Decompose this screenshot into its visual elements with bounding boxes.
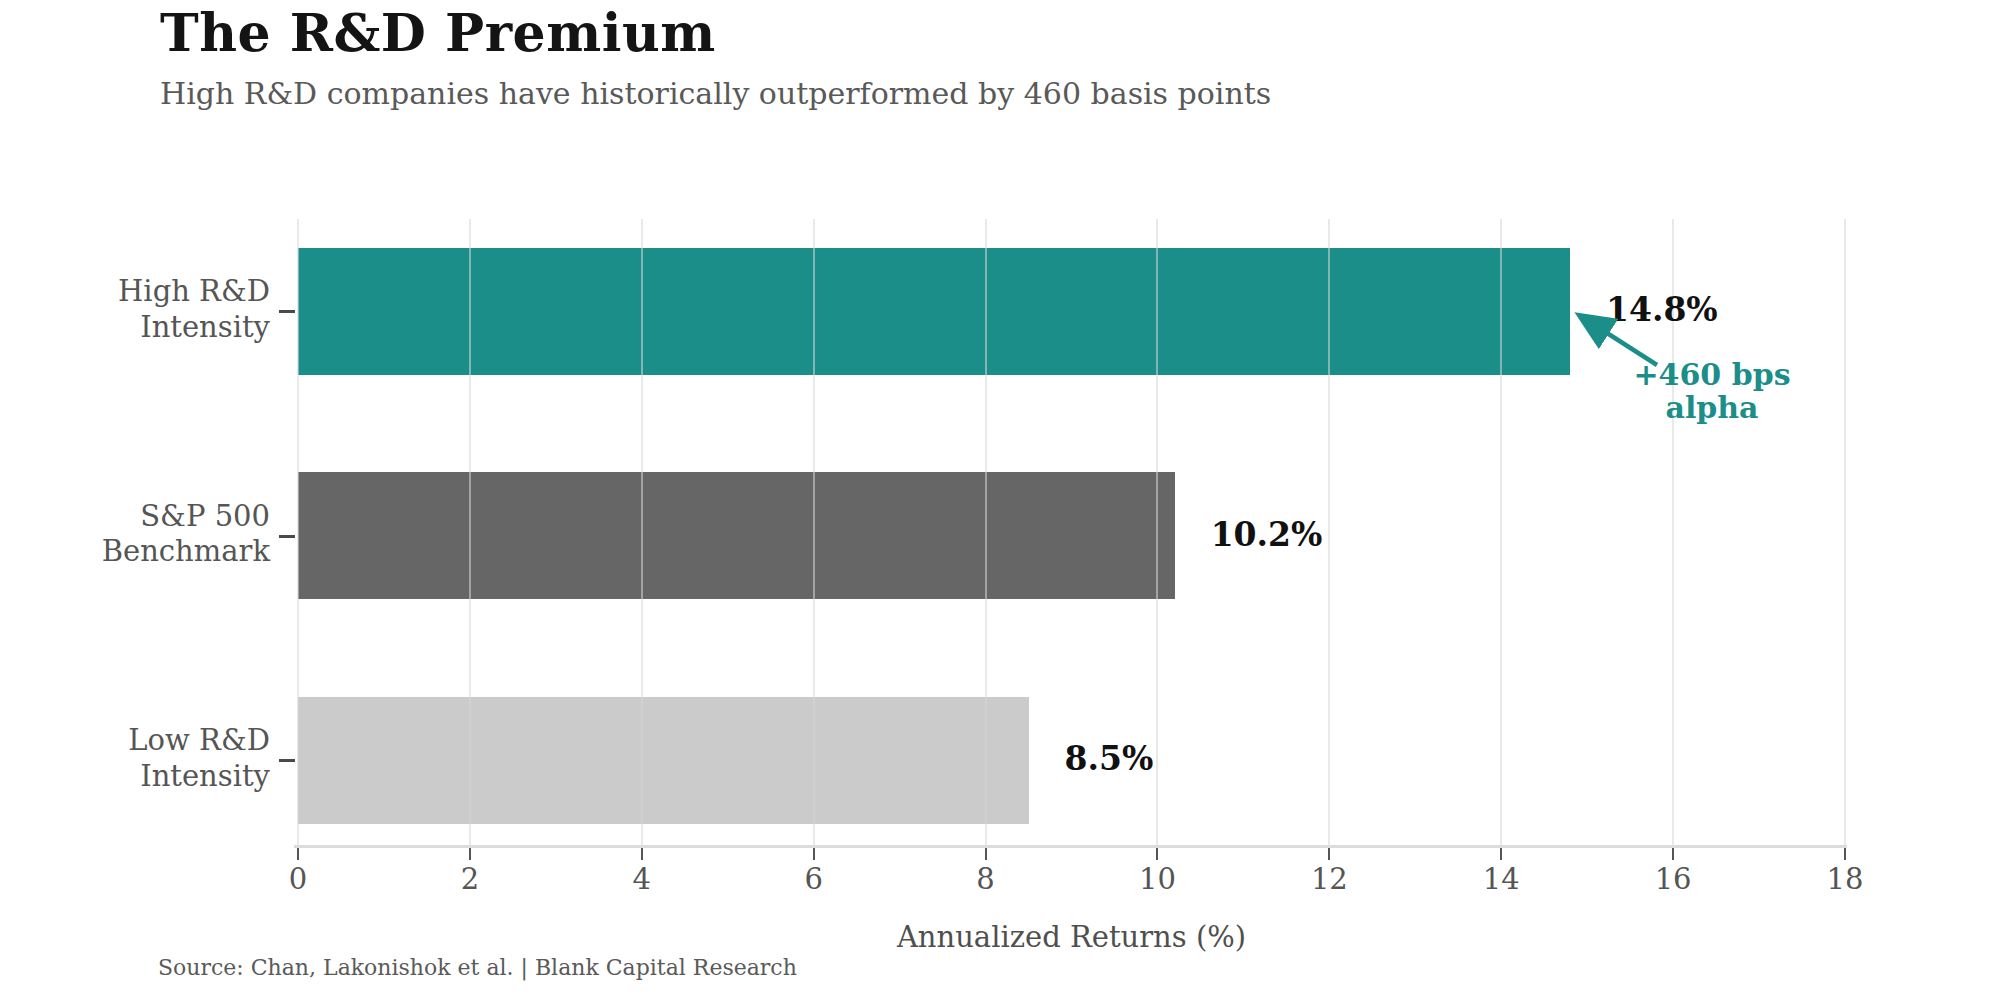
x-tick-12 (1328, 848, 1330, 860)
x-tick-label-8: 8 (941, 862, 1031, 896)
x-tick-label-2: 2 (425, 862, 515, 896)
x-tick-4 (641, 848, 643, 860)
bar-1 (298, 472, 1175, 599)
y-label-2-line1: Intensity (40, 759, 270, 795)
x-tick-16 (1672, 848, 1674, 860)
gridline-18 (1844, 219, 1846, 847)
bar-2 (298, 697, 1029, 824)
x-tick-label-18: 18 (1800, 862, 1890, 896)
gridline-12 (1328, 219, 1330, 847)
x-tick-0 (297, 848, 299, 860)
y-label-1: S&P 500Benchmark (40, 499, 270, 571)
gridline-2 (469, 219, 471, 847)
y-label-1-line0: S&P 500 (40, 499, 270, 535)
x-tick-8 (985, 848, 987, 860)
x-tick-6 (813, 848, 815, 860)
annotation-arrow-icon (1560, 295, 1680, 385)
value-label-1: 10.2% (1211, 515, 1323, 554)
y-tick-0 (279, 310, 295, 313)
chart-subtitle: High R&D companies have historically out… (160, 76, 1271, 111)
y-label-2: Low R&DIntensity (40, 723, 270, 795)
x-tick-label-10: 10 (1112, 862, 1202, 896)
page-title: The R&D Premium (160, 2, 716, 63)
gridline-0 (297, 219, 299, 847)
value-label-2: 8.5% (1065, 739, 1154, 778)
y-tick-2 (279, 759, 295, 762)
alpha-annotation-line2: alpha (1612, 391, 1812, 424)
y-label-1-line1: Benchmark (40, 534, 270, 570)
y-label-2-line0: Low R&D (40, 723, 270, 759)
x-tick-18 (1844, 848, 1846, 860)
y-label-0: High R&DIntensity (40, 274, 270, 346)
x-tick-label-14: 14 (1456, 862, 1546, 896)
x-tick-label-12: 12 (1284, 862, 1374, 896)
x-axis-label: Annualized Returns (%) (298, 920, 1845, 954)
gridline-8 (985, 219, 987, 847)
x-tick-10 (1156, 848, 1158, 860)
gridline-6 (813, 219, 815, 847)
y-label-0-line1: Intensity (40, 310, 270, 346)
x-axis-line (294, 845, 1847, 848)
gridline-14 (1500, 219, 1502, 847)
y-tick-1 (279, 535, 295, 538)
gridline-4 (641, 219, 643, 847)
x-tick-label-0: 0 (253, 862, 343, 896)
gridline-10 (1156, 219, 1158, 847)
x-tick-label-6: 6 (769, 862, 859, 896)
y-label-0-line0: High R&D (40, 274, 270, 310)
x-tick-label-4: 4 (597, 862, 687, 896)
bar-0 (298, 248, 1570, 375)
x-tick-14 (1500, 848, 1502, 860)
source-note: Source: Chan, Lakonishok et al. | Blank … (158, 955, 797, 980)
x-tick-label-16: 16 (1628, 862, 1718, 896)
x-tick-2 (469, 848, 471, 860)
chart-canvas: The R&D Premium High R&D companies have … (0, 0, 2000, 1000)
